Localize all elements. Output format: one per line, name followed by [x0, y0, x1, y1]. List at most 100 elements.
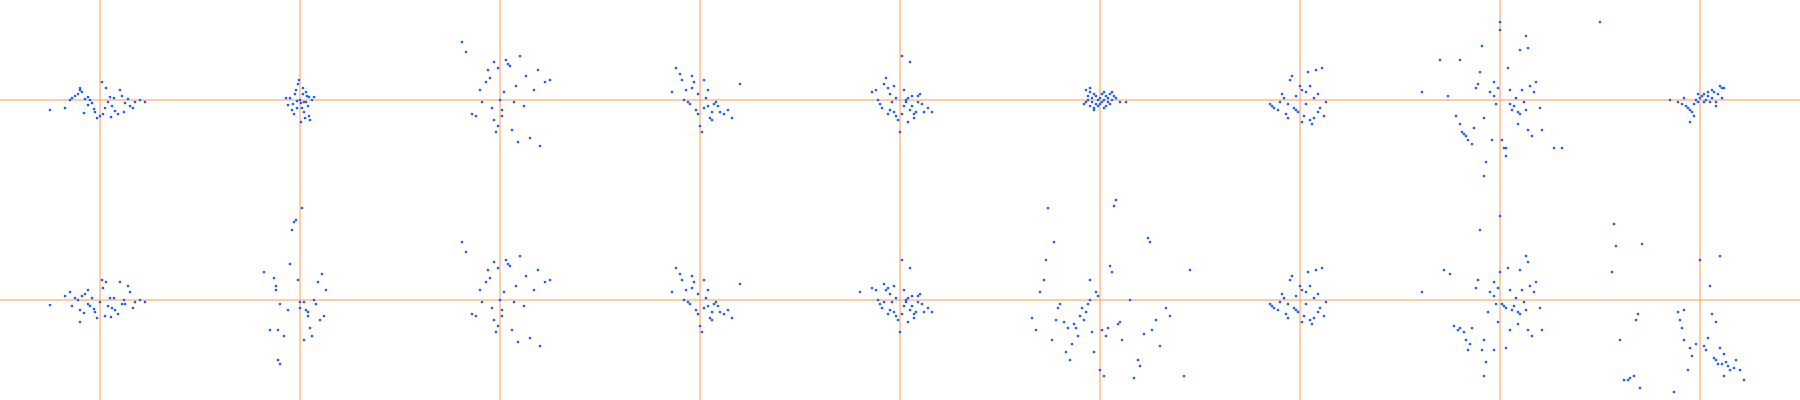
scatter-point — [1104, 104, 1108, 108]
scatter-point — [680, 78, 684, 82]
scatter-point — [714, 300, 718, 304]
scatter-point — [70, 96, 74, 100]
scatter-point — [1092, 92, 1096, 96]
scatter-point — [1314, 68, 1318, 72]
scatter-point — [1478, 228, 1482, 232]
scatter-point — [524, 274, 528, 278]
scatter-point — [1718, 346, 1722, 350]
scatter-point — [78, 308, 82, 312]
scatter-point — [896, 318, 900, 322]
scatter-point — [1050, 338, 1054, 342]
scatter-point — [1270, 304, 1274, 308]
scatter-point — [1110, 270, 1114, 274]
scatter-point — [696, 312, 700, 316]
scatter-point — [1300, 88, 1304, 92]
scatter-point — [1094, 290, 1098, 294]
scatter-point — [76, 92, 80, 96]
scatter-point — [480, 100, 484, 104]
scatter-point — [1484, 160, 1488, 164]
scatter-point — [1044, 258, 1048, 262]
scatter-point — [1314, 268, 1318, 272]
scatter-point — [1476, 82, 1480, 86]
scatter-point — [1168, 314, 1172, 318]
scatter-point — [1278, 100, 1282, 104]
scatter-point — [1626, 378, 1630, 382]
scatter-point — [1284, 312, 1288, 316]
scatter-point — [1510, 308, 1514, 312]
scatter-point — [696, 292, 700, 296]
scatter-point — [716, 304, 720, 308]
scatter-point — [536, 68, 540, 72]
scatter-point — [1316, 110, 1320, 114]
scatter-point — [1518, 112, 1522, 116]
scatter-point — [870, 286, 874, 290]
scatter-point — [290, 228, 294, 232]
scatter-point — [496, 66, 500, 70]
scatter-point — [278, 362, 282, 366]
scatter-point — [722, 112, 726, 116]
scatter-point — [680, 278, 684, 282]
scatter-point — [1092, 108, 1096, 112]
scatter-point — [276, 328, 280, 332]
scatter-point — [894, 114, 898, 118]
scatter-point — [1692, 114, 1696, 118]
scatter-point — [1508, 288, 1512, 292]
scatter-point — [1618, 338, 1622, 342]
scatter-point — [1712, 356, 1716, 360]
scatter-point — [910, 294, 914, 298]
scatter-point — [1720, 362, 1724, 366]
scatter-point — [1504, 306, 1508, 310]
scatter-point — [48, 303, 52, 307]
scatter-point — [510, 328, 514, 332]
scatter-point — [1300, 320, 1304, 324]
scatter-point — [1318, 106, 1322, 110]
scatter-point — [1084, 88, 1088, 92]
scatter-point — [1296, 310, 1300, 314]
scatter-point — [1506, 266, 1510, 270]
scatter-point — [504, 58, 508, 62]
scatter-point — [686, 300, 690, 304]
scatter-point — [522, 104, 526, 108]
scatter-point — [704, 96, 708, 100]
scatter-point — [98, 114, 102, 118]
scatter-point — [1112, 94, 1116, 98]
scatter-point — [118, 280, 122, 284]
panel-r0-c4 — [870, 54, 934, 134]
scatter-point — [500, 314, 504, 318]
scatter-point — [108, 296, 112, 300]
scatter-point — [1530, 134, 1534, 138]
scatter-point — [1696, 100, 1700, 104]
scatter-point — [1500, 302, 1504, 306]
scatter-point — [702, 278, 706, 282]
scatter-point — [1714, 104, 1718, 108]
scatter-point — [1720, 86, 1724, 90]
scatter-point — [1688, 346, 1692, 350]
scatter-point — [1482, 116, 1486, 120]
scatter-point — [698, 324, 702, 328]
scatter-point — [498, 98, 502, 102]
scatter-point — [1324, 300, 1328, 304]
scatter-point — [1154, 318, 1158, 322]
scatter-point — [1302, 114, 1306, 118]
scatter-point — [690, 74, 694, 78]
scatter-point — [918, 292, 922, 296]
scatter-point — [528, 136, 532, 140]
scatter-point — [92, 307, 96, 311]
scatter-point — [1534, 80, 1538, 84]
scatter-point — [86, 288, 90, 292]
scatter-point — [1522, 300, 1526, 304]
scatter-point — [870, 90, 874, 94]
scatter-point — [122, 298, 126, 302]
scatter-point — [1518, 48, 1522, 52]
scatter-point — [1458, 122, 1462, 126]
scatter-point — [304, 308, 308, 312]
scatter-point — [1524, 34, 1528, 38]
scatter-point — [1702, 92, 1706, 96]
scatter-point — [1474, 86, 1478, 90]
scatter-point — [524, 74, 528, 78]
scatter-point — [1510, 108, 1514, 112]
scatter-point — [1098, 102, 1102, 106]
scatter-point — [1146, 236, 1150, 240]
scatter-point — [1514, 296, 1518, 300]
scatter-point — [1484, 360, 1488, 364]
